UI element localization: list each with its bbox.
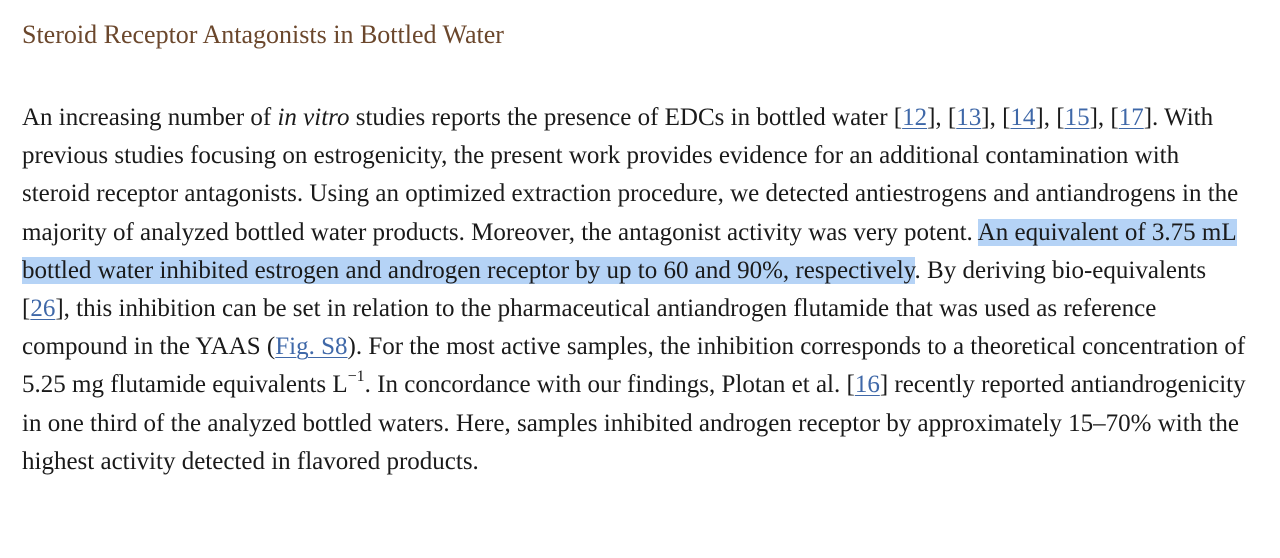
text: studies reports the presence of EDCs in …	[349, 104, 903, 131]
text: ] recently reported antiandrogenicity in…	[22, 371, 1246, 475]
ref-link-13[interactable]: 13	[956, 104, 982, 131]
text: An increasing number of	[22, 104, 278, 131]
text: ). For the most active samples, the inhi…	[22, 333, 1246, 399]
text: ], [	[1089, 104, 1119, 131]
ref-link-12[interactable]: 12	[902, 104, 928, 131]
section-heading: Steroid Receptor Antagonists in Bottled …	[22, 20, 504, 49]
text: ], this inhibition can be set in relatio…	[22, 295, 1157, 361]
ref-link-16[interactable]: 16	[854, 371, 880, 399]
ref-link-14[interactable]: 14	[1010, 104, 1036, 131]
italic-text: in vitro	[277, 104, 350, 131]
text: ], [	[981, 104, 1011, 131]
superscript: −1	[347, 368, 365, 386]
figure-link-s8[interactable]: Fig. S8	[275, 333, 348, 361]
text: ], [	[1035, 104, 1065, 131]
ref-link-15[interactable]: 15	[1064, 104, 1090, 131]
ref-link-17[interactable]: 17	[1118, 104, 1144, 131]
body-paragraph: An increasing number of in vitro studies…	[22, 99, 1250, 481]
text: . In concordance with our findings, Plot…	[364, 371, 855, 399]
text: ], [	[927, 104, 957, 131]
ref-link-26[interactable]: 26	[30, 295, 56, 323]
text: ]. With previous studies focusing on est…	[22, 104, 1239, 246]
text: . By deriving bio-equivalents [	[22, 256, 1207, 323]
